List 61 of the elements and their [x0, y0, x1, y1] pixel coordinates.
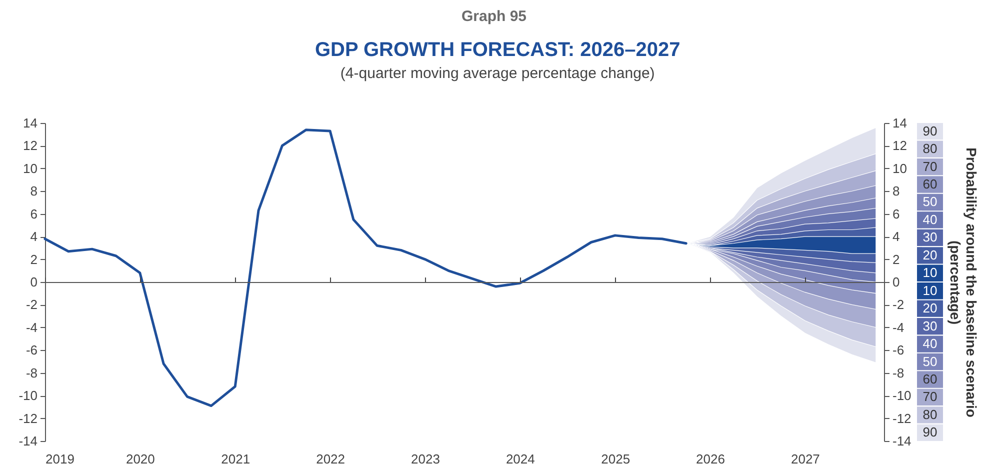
y-tick-label: 6: [30, 206, 38, 222]
y2-tick-label: -8: [892, 365, 904, 380]
legend-label: 40: [922, 212, 938, 227]
x-tick-label: 2025: [601, 452, 630, 466]
y2-tick-label: 12: [892, 138, 907, 154]
chart-subtitle: (4-quarter moving average percentage change): [340, 65, 655, 82]
y2-tick-label: 10: [892, 160, 907, 176]
text: 60: [922, 371, 938, 386]
text: 80: [922, 406, 938, 422]
caption: Graph 95: [460, 8, 528, 25]
y2-tick-label: 4: [892, 229, 900, 244]
x-tick-label: 2022: [316, 452, 345, 466]
y-tick-label: -2: [26, 297, 38, 312]
text: 30: [922, 318, 938, 334]
y2-tick-label: 6: [892, 206, 900, 222]
y-tick-label: 10: [23, 160, 38, 176]
y-tick-label: -4: [26, 320, 38, 335]
y-tick-label: -10: [18, 388, 38, 404]
x-tick-label: 2019: [46, 452, 74, 466]
text: 70: [922, 389, 938, 404]
legend-label: 80: [922, 141, 938, 156]
y2-tick-label: 2: [892, 252, 900, 267]
y2-tick-label: -12: [892, 410, 912, 426]
y2-tick-label: -14: [892, 434, 912, 448]
y-tick-label: -8: [26, 365, 38, 380]
y2-tick-label: -10: [892, 388, 912, 404]
y-tick-label: 2: [30, 252, 38, 267]
y2-tick-label: 8: [892, 184, 900, 199]
x-tick-label: 2020: [126, 452, 155, 466]
y2-tick-label: 0: [892, 274, 900, 290]
x-tick-label: 2026: [696, 452, 725, 466]
y-tick-label: 8: [30, 184, 38, 199]
chart-title: GDP GROWTH FORECAST: 2026–2027: [314, 39, 680, 61]
y2-axis-title: Probability around the baseline scenario (percentage): [948, 148, 980, 418]
x-tick-label: 2023: [411, 452, 440, 466]
legend-label: 10: [922, 265, 938, 280]
text: 50: [922, 354, 938, 369]
y-tick-label: 14: [23, 116, 38, 130]
y-tick-label: 0: [30, 274, 38, 290]
legend-label: 60: [922, 176, 938, 192]
y2-tick-label: -2: [892, 297, 904, 312]
y-tick-label: -12: [18, 410, 38, 426]
y2-tick-label: 14: [892, 116, 907, 130]
y-tick-label: -6: [26, 342, 38, 358]
legend-label: 50: [922, 194, 938, 210]
y-tick-label: 12: [23, 138, 38, 154]
text: 10: [922, 282, 938, 298]
legend-label: 20: [922, 247, 938, 262]
y-tick-label: -14: [18, 434, 38, 448]
x-tick-label: 2024: [506, 452, 535, 466]
x-tick-label: 2021: [221, 452, 250, 466]
y2-tick-label: -6: [892, 342, 904, 358]
y2-tick-label: -4: [892, 320, 904, 335]
text: 90: [922, 424, 938, 440]
y-tick-label: 4: [30, 229, 38, 244]
text: 20: [922, 300, 938, 316]
legend-label: 70: [922, 158, 938, 174]
legend-label: 90: [922, 123, 938, 138]
text: 40: [922, 336, 938, 352]
x-tick-label: 2027: [790, 452, 820, 466]
legend-label: 30: [922, 230, 938, 245]
